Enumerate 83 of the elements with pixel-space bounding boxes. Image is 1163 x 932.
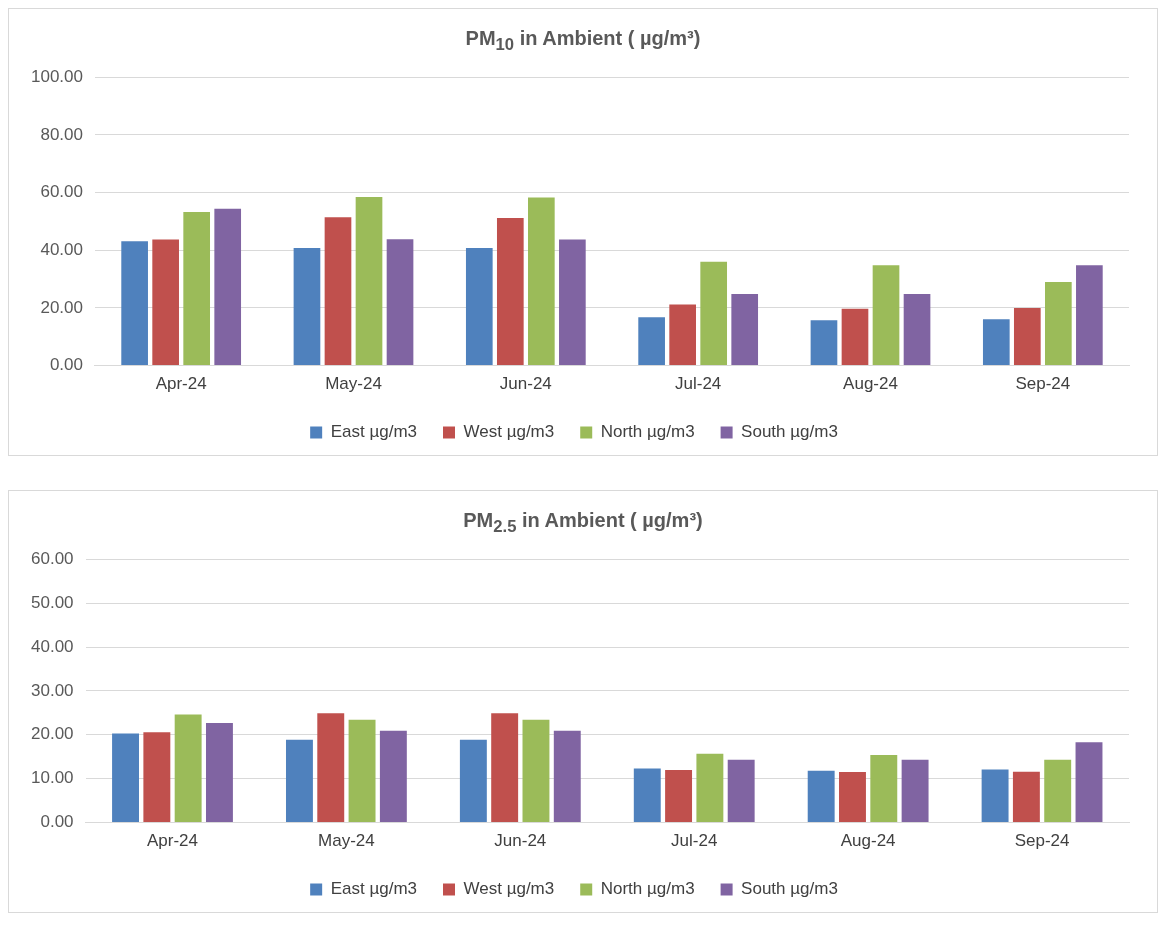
legend-label: North µg/m3	[600, 422, 695, 442]
x-tick-label: Jul-24	[675, 374, 722, 394]
bar	[355, 196, 383, 366]
bar	[638, 317, 665, 366]
legend-label: West µg/m3	[463, 422, 555, 442]
x-tick-label: Aug-24	[840, 831, 896, 851]
bar	[293, 247, 321, 366]
bar	[324, 217, 352, 366]
bar	[665, 769, 693, 823]
bar	[903, 294, 931, 366]
bar	[870, 754, 898, 823]
bar	[285, 739, 313, 823]
bar	[465, 247, 493, 366]
bar	[386, 239, 414, 366]
y-tick-label: 0.00	[40, 812, 74, 832]
bar	[112, 733, 139, 823]
bar	[696, 753, 724, 823]
x-tick-label: Jul-24	[671, 831, 718, 851]
x-tick-label: Apr-24	[146, 831, 199, 851]
bar	[700, 261, 728, 366]
bar	[379, 730, 407, 823]
bar	[669, 304, 696, 366]
y-tick-label: 80.00	[40, 124, 83, 144]
bar	[727, 759, 755, 823]
bar	[491, 713, 519, 823]
y-tick-label: 20.00	[40, 297, 83, 317]
bar	[731, 294, 759, 366]
bar	[317, 713, 345, 823]
bar	[553, 730, 581, 823]
x-tick-label: Apr-24	[155, 374, 207, 394]
x-tick-label: Sep-24	[1014, 831, 1070, 851]
bar	[214, 208, 242, 366]
legend-label: South µg/m3	[741, 879, 838, 899]
x-tick-label: Sep-24	[1015, 374, 1071, 394]
chart-title: PM$_{2.5}$ in Ambient ( µg/m³)	[462, 509, 704, 537]
x-tick-label: Jun-24	[499, 374, 552, 394]
bar	[901, 759, 929, 823]
bar	[982, 319, 1010, 366]
bar	[1076, 265, 1103, 366]
y-tick-label: 100.00	[31, 66, 83, 86]
bar	[807, 770, 835, 823]
y-tick-label: 0.00	[49, 355, 83, 375]
legend-label: South µg/m3	[741, 422, 838, 442]
bar	[559, 239, 586, 366]
legend-label: North µg/m3	[600, 879, 695, 899]
y-tick-label: 20.00	[30, 724, 74, 744]
bar	[348, 719, 376, 823]
x-tick-label: Aug-24	[843, 374, 898, 394]
bar	[205, 722, 233, 823]
bar	[152, 239, 179, 366]
bar	[459, 739, 487, 823]
bar	[1012, 771, 1040, 823]
bar	[841, 308, 869, 366]
bar	[633, 768, 661, 823]
bar	[810, 320, 838, 366]
bar	[839, 772, 866, 823]
bar	[174, 714, 202, 823]
x-tick-label: May-24	[325, 374, 382, 394]
bar	[1045, 281, 1072, 366]
bar	[121, 241, 148, 366]
legend-label: West µg/m3	[463, 879, 555, 899]
bar	[1075, 742, 1103, 823]
bar	[183, 211, 211, 366]
bar	[522, 719, 550, 823]
y-tick-label: 40.00	[30, 636, 74, 656]
bar	[872, 265, 900, 366]
y-tick-label: 10.00	[30, 768, 74, 788]
bar	[528, 197, 555, 366]
bar	[496, 217, 524, 366]
y-tick-label: 60.00	[40, 182, 83, 202]
chart-title: PM$_{10}$ in Ambient ( µg/m³)	[464, 27, 702, 55]
y-tick-label: 50.00	[30, 592, 74, 612]
x-tick-label: May-24	[318, 831, 375, 851]
bar	[1013, 307, 1041, 366]
y-tick-label: 30.00	[30, 680, 74, 700]
bar	[981, 769, 1009, 823]
bar	[1044, 759, 1072, 823]
y-tick-label: 60.00	[30, 548, 74, 568]
y-tick-label: 40.00	[40, 239, 83, 259]
x-tick-label: Jun-24	[494, 831, 547, 851]
legend-label: East µg/m3	[330, 879, 417, 899]
legend-label: East µg/m3	[330, 422, 417, 442]
bar	[143, 732, 171, 823]
